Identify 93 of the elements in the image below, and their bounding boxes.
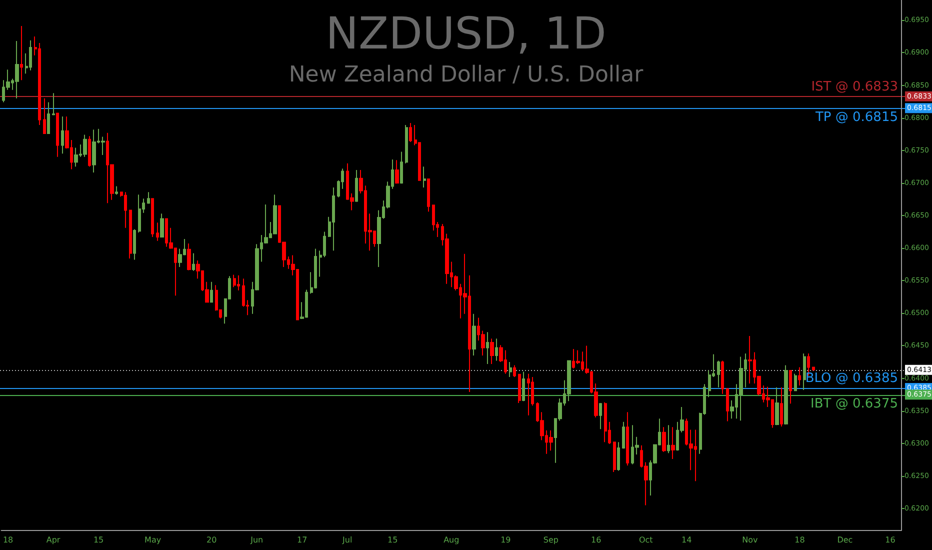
candlestick <box>622 421 625 450</box>
candlestick <box>527 373 530 416</box>
candlestick <box>490 338 494 364</box>
x-tick-label: 14 <box>682 536 692 544</box>
candlestick <box>273 194 277 234</box>
candlestick <box>88 136 91 168</box>
candlestick <box>92 129 96 174</box>
candlestick <box>513 364 516 378</box>
candlestick <box>29 40 32 71</box>
candlestick <box>789 370 792 404</box>
x-tick-label: May <box>144 536 162 544</box>
candlestick <box>138 194 141 233</box>
x-tick-label: Jul <box>342 536 352 544</box>
x-tick-label: Dec <box>837 536 853 544</box>
candlestick <box>409 122 412 142</box>
candlestick <box>780 386 783 427</box>
x-tick-label: 15 <box>93 536 104 544</box>
x-tick-label: Aug <box>444 536 460 544</box>
candlestick <box>748 335 752 384</box>
candlestick <box>133 228 136 260</box>
candlestick <box>151 198 154 238</box>
x-tick-label: 17 <box>297 536 308 544</box>
candlestick <box>423 166 426 188</box>
candlestick <box>395 160 399 184</box>
candlestick <box>522 371 525 402</box>
candlestick <box>129 210 132 259</box>
candlestick <box>147 192 150 204</box>
candlestick <box>20 26 23 81</box>
candlestick <box>43 98 46 134</box>
candlestick <box>405 124 408 164</box>
x-tick-label: Nov <box>742 536 758 544</box>
ref-line-label: BLO @ 0.6385 <box>805 371 898 386</box>
candlestick <box>803 353 806 391</box>
candlestick <box>775 386 779 426</box>
candlestick <box>617 442 620 472</box>
candlestick <box>83 134 87 158</box>
candlestick <box>549 430 553 452</box>
candlestick <box>671 426 675 460</box>
candlestick <box>739 356 743 422</box>
candlestick <box>798 366 801 386</box>
x-tick-label: 18 <box>794 536 805 544</box>
candlestick <box>784 364 788 426</box>
x-tick-label: 18 <box>2 536 14 544</box>
candlestick <box>52 92 55 116</box>
candlestick <box>613 442 616 473</box>
candlestick <box>667 424 670 454</box>
x-tick-label: 16 <box>885 536 896 544</box>
candlestick <box>726 388 729 422</box>
candlestick <box>124 192 127 228</box>
candlestick <box>495 338 498 362</box>
chart-title: NZDUSD, 1D <box>326 8 606 60</box>
candlestick <box>567 360 571 402</box>
candlestick <box>626 412 629 466</box>
candlestick <box>56 112 59 158</box>
candlestick <box>355 169 358 202</box>
x-tick-label: Apr <box>46 536 61 544</box>
candlestick <box>794 373 797 392</box>
candlestick <box>717 360 720 388</box>
candlestick <box>599 402 602 430</box>
x-tick-label: 20 <box>206 536 217 544</box>
x-tick-label: Jun <box>250 536 264 544</box>
candlestick <box>61 116 64 154</box>
candlestick <box>210 281 213 303</box>
candlestick <box>237 274 240 291</box>
candlestick <box>156 222 159 242</box>
x-tick-label: Oct <box>638 536 653 544</box>
candlestick <box>332 187 335 252</box>
candlestick <box>662 426 666 452</box>
candlestick <box>400 151 403 184</box>
candlestick <box>721 360 724 394</box>
x-tick-label: Sep <box>543 536 558 544</box>
x-tick-label: 15 <box>387 536 398 544</box>
candlestick <box>509 362 512 378</box>
candlestick <box>115 186 118 196</box>
candlestick <box>160 213 164 238</box>
candlestick <box>187 243 191 271</box>
candlestick <box>74 147 78 168</box>
candlestick <box>233 274 236 288</box>
candlestick <box>427 178 430 212</box>
ref-line-label: TP @ 0.6815 <box>814 110 898 126</box>
candlestick <box>604 402 607 443</box>
candlestick <box>812 366 815 371</box>
x-tick-label: 16 <box>591 536 602 544</box>
ref-line-label: IST @ 0.6833 <box>811 79 898 94</box>
candlestick <box>47 102 50 134</box>
x-tick-label: 19 <box>500 536 511 544</box>
candlestick <box>486 332 489 364</box>
candlestick <box>472 313 476 356</box>
ref-line-label: IBT @ 0.6375 <box>810 396 898 412</box>
text: New Zealand Dollar / U.S. Dollar <box>288 62 644 88</box>
candlestick <box>192 252 195 272</box>
candlestick <box>15 40 19 99</box>
candlestick <box>518 374 521 404</box>
